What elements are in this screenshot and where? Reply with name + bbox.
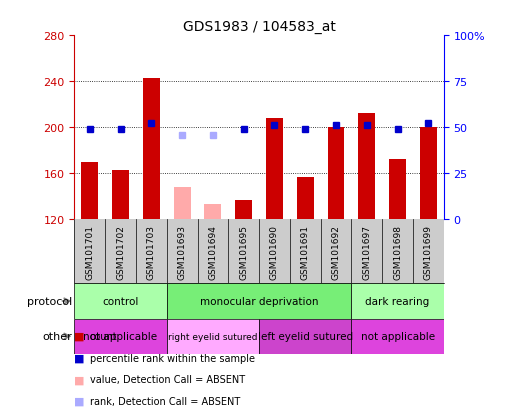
- Text: not applicable: not applicable: [361, 331, 435, 342]
- Text: GSM101690: GSM101690: [270, 224, 279, 279]
- Bar: [420, 128, 437, 220]
- Bar: [74, 284, 167, 319]
- Text: count: count: [90, 331, 117, 341]
- Bar: [259, 319, 351, 354]
- Bar: [358, 114, 375, 220]
- Bar: [167, 284, 351, 319]
- Text: not applicable: not applicable: [84, 331, 157, 342]
- Bar: [167, 319, 259, 354]
- Text: GSM101697: GSM101697: [362, 224, 371, 279]
- Text: GSM101703: GSM101703: [147, 224, 156, 279]
- Title: GDS1983 / 104583_at: GDS1983 / 104583_at: [183, 19, 336, 33]
- Text: left eyelid sutured: left eyelid sutured: [258, 331, 353, 342]
- Text: GSM101691: GSM101691: [301, 224, 310, 279]
- Text: ■: ■: [74, 353, 85, 363]
- Text: ■: ■: [74, 374, 85, 384]
- Text: GSM101699: GSM101699: [424, 224, 433, 279]
- Bar: [297, 177, 313, 220]
- Bar: [327, 128, 344, 220]
- Bar: [74, 319, 167, 354]
- Text: GSM101694: GSM101694: [208, 224, 218, 279]
- Bar: [235, 200, 252, 220]
- Text: rank, Detection Call = ABSENT: rank, Detection Call = ABSENT: [90, 396, 240, 406]
- Text: ■: ■: [74, 396, 85, 406]
- Bar: [389, 160, 406, 220]
- Bar: [266, 119, 283, 220]
- Text: protocol: protocol: [27, 296, 72, 306]
- Bar: [204, 205, 222, 220]
- Bar: [81, 162, 98, 220]
- Text: right eyelid sutured: right eyelid sutured: [168, 332, 258, 341]
- Text: GSM101701: GSM101701: [85, 224, 94, 279]
- Text: GSM101702: GSM101702: [116, 224, 125, 279]
- Text: GSM101693: GSM101693: [177, 224, 187, 279]
- Text: control: control: [103, 296, 139, 306]
- Text: ■: ■: [74, 331, 85, 341]
- Bar: [112, 170, 129, 220]
- Bar: [351, 319, 444, 354]
- Text: GSM101692: GSM101692: [331, 224, 341, 279]
- Text: monocular deprivation: monocular deprivation: [200, 296, 318, 306]
- Text: value, Detection Call = ABSENT: value, Detection Call = ABSENT: [90, 374, 245, 384]
- Bar: [143, 78, 160, 220]
- Text: other: other: [42, 331, 72, 342]
- Text: GSM101698: GSM101698: [393, 224, 402, 279]
- Text: GSM101695: GSM101695: [239, 224, 248, 279]
- Bar: [173, 188, 190, 220]
- Text: dark rearing: dark rearing: [365, 296, 430, 306]
- Text: percentile rank within the sample: percentile rank within the sample: [90, 353, 255, 363]
- Bar: [351, 284, 444, 319]
